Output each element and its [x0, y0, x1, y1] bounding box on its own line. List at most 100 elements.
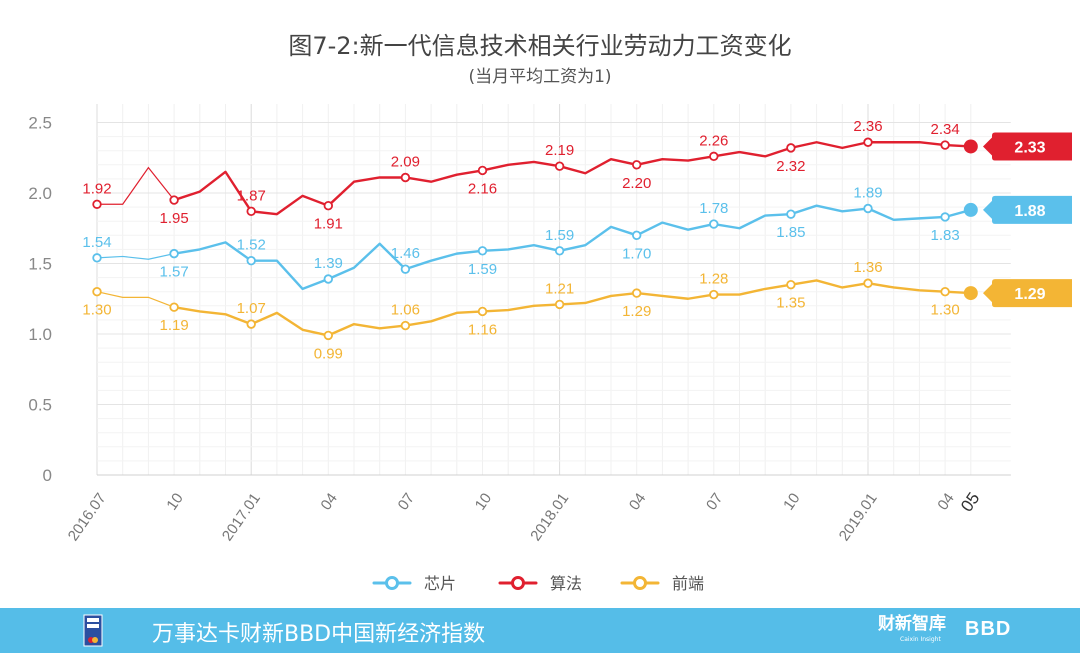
data-point	[477, 165, 488, 176]
data-point	[400, 320, 411, 331]
caixin-insight-subtitle: Caixin Insight	[900, 636, 941, 643]
series-line	[173, 204, 972, 291]
x-tick-label: 2016.07	[65, 490, 110, 544]
data-label: 1.91	[314, 216, 343, 233]
data-point	[632, 160, 642, 170]
data-label: 2.26	[699, 132, 728, 149]
data-label: 1.59	[545, 227, 574, 244]
series-3: 1.30 1.19 1.07 0.99 1.06 1.16 1.21 1.29 1.28 1.35…	[82, 259, 1072, 362]
data-point	[554, 299, 565, 310]
data-label: 1.54	[82, 234, 111, 251]
data-label: 2.16	[468, 180, 497, 197]
data-point	[709, 151, 719, 162]
index-logo-icon	[83, 614, 103, 647]
end-point	[963, 286, 978, 301]
y-axis: 0 0.5 1.0 1.5 2.0 2.5	[28, 114, 52, 486]
legend: 芯片 算法 前端	[372, 574, 704, 593]
legend-label: 芯片	[424, 574, 456, 593]
legend-label: 前端	[672, 574, 704, 593]
data-point	[709, 219, 719, 229]
grid	[96, 104, 1011, 476]
data-label: 1.29	[622, 303, 651, 320]
data-point	[169, 248, 179, 259]
series-2: 1.92 1.95 1.87 1.91 2.09 2.16 2.19 2.20 2.26 2.32…	[82, 118, 1072, 233]
data-label: 1.30	[82, 302, 111, 319]
data-point	[477, 246, 488, 256]
x-tick-label: 2019.01	[836, 490, 881, 544]
y-tick-label: 1.0	[28, 325, 52, 344]
end-point	[963, 139, 978, 154]
data-label: 1.46	[391, 245, 420, 262]
end-point	[963, 202, 978, 217]
x-tick-label: 10	[163, 490, 186, 513]
data-label: 1.52	[237, 237, 266, 254]
data-point	[323, 274, 333, 284]
series-1: 1.54 1.57 1.52 1.39 1.46 1.59 1.59 1.70 1.78 1.85…	[82, 185, 1072, 291]
data-point	[92, 253, 102, 263]
data-label: 2.19	[545, 142, 574, 159]
data-point	[246, 206, 256, 217]
y-tick-label: 2.0	[28, 184, 52, 203]
series-line	[173, 279, 971, 337]
data-label: 1.30	[930, 302, 959, 319]
data-label: 2.20	[622, 175, 651, 192]
series-layer: 1.54 1.57 1.52 1.39 1.46 1.59 1.59 1.70 1.78 1.85…	[82, 118, 1072, 362]
legend-item: 芯片	[372, 574, 456, 593]
data-label: 2.32	[776, 158, 805, 175]
data-point	[323, 200, 333, 211]
data-label: 1.87	[237, 187, 266, 204]
data-point	[632, 288, 642, 298]
data-label: 1.59	[468, 261, 497, 278]
data-label: 1.21	[545, 280, 574, 297]
data-point	[323, 330, 333, 341]
data-label: 1.06	[391, 302, 420, 319]
series-line	[173, 141, 971, 216]
data-point	[554, 161, 565, 171]
data-point	[940, 287, 950, 297]
data-label: 1.39	[314, 255, 343, 272]
data-label: 1.95	[159, 210, 188, 227]
data-point	[863, 278, 873, 288]
chart-subtitle: (当月平均工资为1)	[468, 67, 611, 87]
legend-label: 算法	[550, 574, 582, 593]
data-label: 1.78	[699, 200, 728, 217]
data-label: 0.99	[314, 345, 343, 362]
data-point	[92, 199, 102, 209]
data-label: 1.83	[930, 227, 959, 244]
data-point	[709, 289, 719, 300]
footer-title: 万事达卡财新BBD中国新经济指数	[152, 622, 486, 647]
x-tick-label: 04	[318, 490, 341, 513]
y-tick-label: 2.5	[28, 114, 52, 133]
data-label: 2.09	[391, 153, 420, 170]
data-point	[554, 246, 565, 256]
data-point	[786, 143, 796, 153]
data-label: 2.36	[853, 118, 882, 135]
x-tick-label: 04	[626, 490, 649, 513]
end-value-tag	[983, 132, 1072, 161]
data-point	[246, 319, 256, 329]
x-tick-label: 10	[780, 490, 803, 513]
data-point	[786, 209, 796, 219]
y-tick-label: 0	[43, 466, 52, 485]
caixin-insight-logo: 财新智库	[878, 614, 946, 634]
data-point	[246, 255, 256, 266]
data-label: 1.35	[776, 295, 805, 312]
chart: 图7-2:新一代信息技术相关行业劳动力工资变化 (当月平均工资为1) 0 0.5 1…	[28, 32, 1072, 593]
legend-marker	[511, 576, 525, 590]
data-point	[400, 172, 411, 183]
data-point	[786, 279, 796, 290]
series-line-thin	[96, 253, 175, 260]
data-label: 1.85	[776, 224, 805, 241]
end-value-label: 2.33	[1014, 139, 1045, 156]
data-point	[632, 230, 642, 240]
data-label: 1.07	[237, 300, 266, 317]
data-point	[863, 137, 873, 147]
data-label: 2.34	[930, 121, 959, 138]
x-tick-label: 07	[703, 490, 726, 513]
x-tick-label: 04	[934, 490, 957, 513]
data-label: 1.70	[622, 245, 651, 262]
x-tick-label: 2018.01	[527, 490, 572, 544]
legend-marker	[633, 576, 647, 590]
bbd-logo: BBD	[965, 618, 1012, 640]
y-tick-label: 1.5	[28, 255, 52, 274]
